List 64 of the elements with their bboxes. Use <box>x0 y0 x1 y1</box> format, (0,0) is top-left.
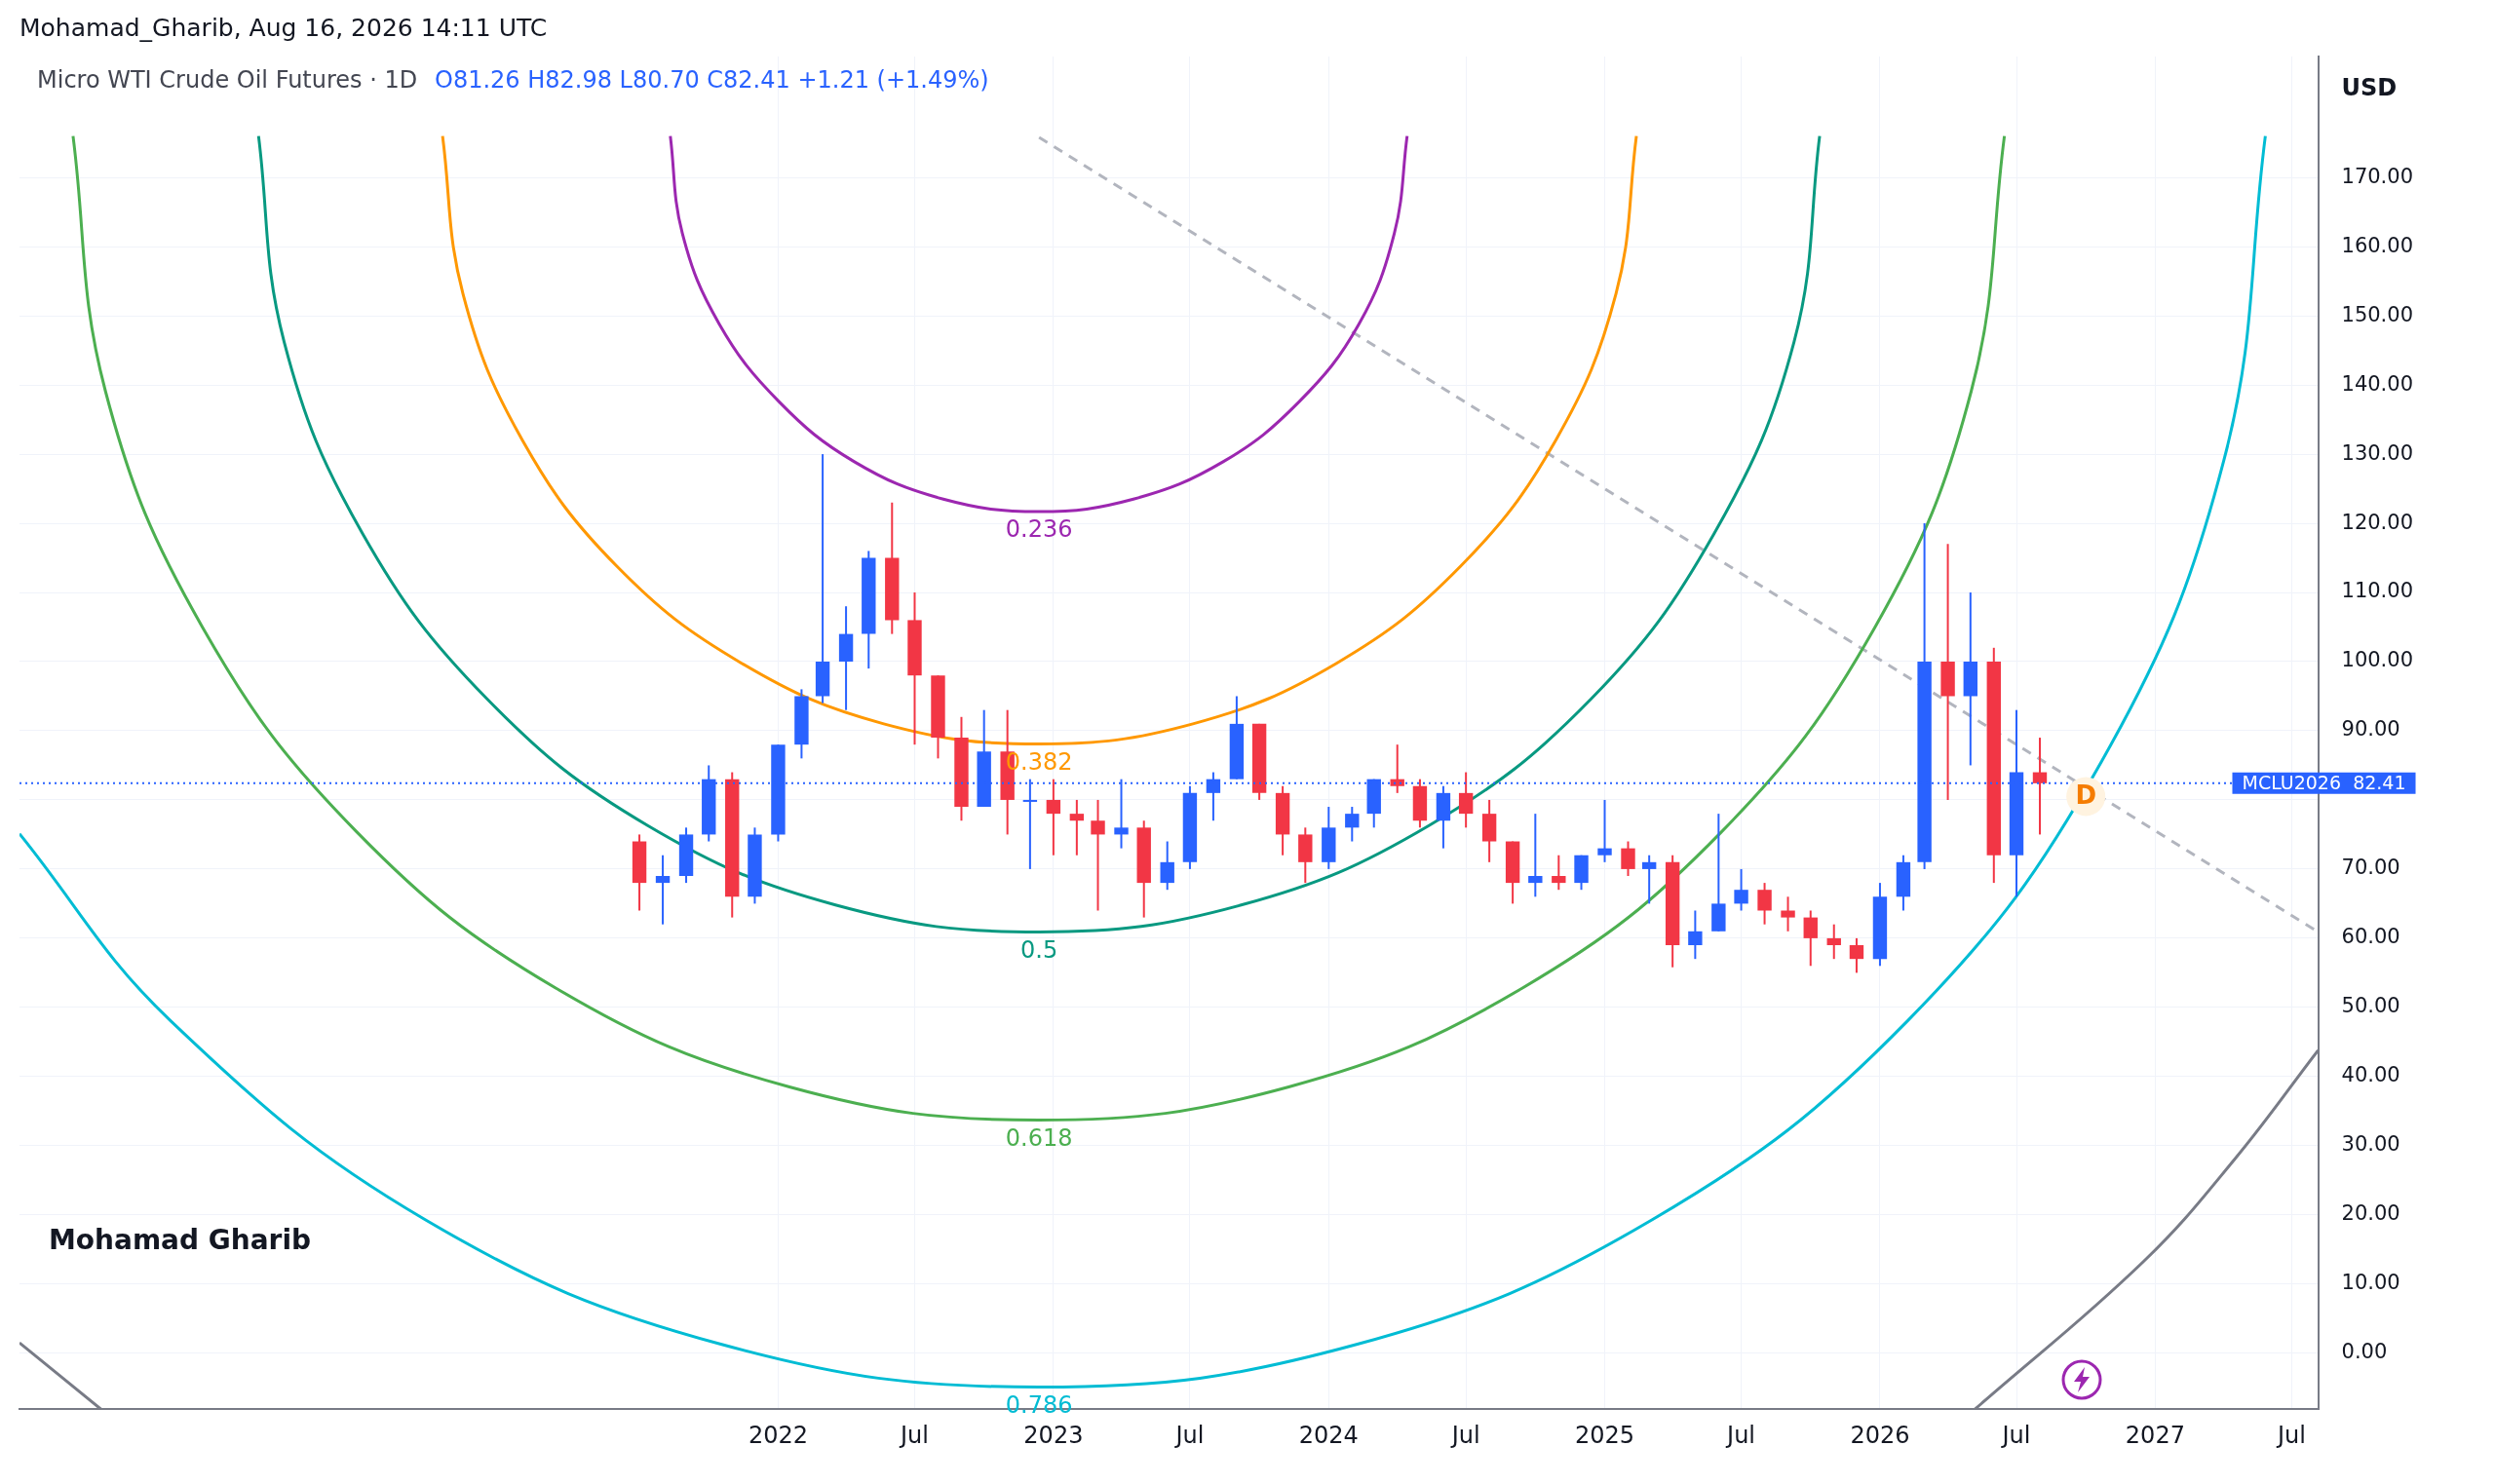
y-tick-label: 130.00 <box>2341 440 2413 465</box>
y-tick-label: 40.00 <box>2341 1063 2400 1087</box>
candlestick <box>1552 854 1566 892</box>
candlestick <box>655 854 671 926</box>
y-tick-label: 90.00 <box>2341 717 2400 742</box>
y-tick-label: 60.00 <box>2341 925 2400 949</box>
x-tick-label: 2023 <box>1023 1421 1084 1449</box>
line-series <box>256 134 1822 933</box>
x-tick-label: Jul <box>899 1421 929 1449</box>
text: Mohamad_Gharib, Aug 16, 2026 14:11 UTC <box>19 14 548 42</box>
x-tick-label: Jul <box>1449 1421 1480 1449</box>
x-tick-label: Jul <box>1173 1421 1205 1449</box>
annotation: D <box>2075 780 2096 811</box>
series-label: 0.786 <box>1005 1390 1073 1419</box>
chart-subtitle: O81.26 H82.98 L80.70 C82.41 +1.21 (+1.49%) <box>435 66 989 94</box>
y-tick-label: 0.00 <box>2341 1340 2388 1364</box>
y-tick-label: 20.00 <box>2341 1201 2400 1226</box>
x-tick-label: 2027 <box>2125 1421 2185 1449</box>
candlestick <box>1091 798 1105 912</box>
y-tick-label: 50.00 <box>2341 994 2400 1018</box>
candlestick <box>1046 778 1061 856</box>
candlestick <box>1849 936 1864 974</box>
candlestick <box>1826 923 1841 961</box>
candlestick <box>1458 771 1474 829</box>
x-tick-label: 2024 <box>1298 1421 1359 1449</box>
candlestick <box>1528 813 1543 898</box>
candlestick <box>1734 867 1748 912</box>
y-axis-title: USD <box>2341 74 2398 101</box>
y-tick-label: 30.00 <box>2341 1132 2400 1157</box>
candlestick <box>1621 840 1635 878</box>
candlestick <box>1641 854 1657 905</box>
candlestick <box>1160 840 1174 892</box>
candlestick <box>1803 909 1818 968</box>
candlestick <box>2032 737 2048 836</box>
y-tick-label: 160.00 <box>2341 233 2413 257</box>
ref-line-label: MCLU2026 82.41 <box>2242 771 2406 793</box>
series-label: 0.5 <box>1020 935 1058 964</box>
y-tick-label: 120.00 <box>2341 510 2413 534</box>
x-tick-label: Jul <box>2275 1421 2306 1449</box>
line-series <box>669 134 1409 514</box>
chart-title: Micro WTI Crude Oil Futures · 1D <box>37 66 418 94</box>
candlestick <box>1688 909 1703 961</box>
line-series <box>71 134 2007 1123</box>
candlestick <box>1069 798 1085 856</box>
candlestick <box>1781 895 1795 932</box>
y-tick-label: 110.00 <box>2341 579 2413 603</box>
annotation: Mohamad Gharib <box>49 1224 312 1257</box>
x-tick-label: 2025 <box>1574 1421 1635 1449</box>
candlestick <box>1345 806 1360 843</box>
line-series <box>441 134 1638 745</box>
x-tick-label: Jul <box>2000 1421 2031 1449</box>
y-tick-label: 100.00 <box>2341 648 2413 672</box>
y-tick-label: 170.00 <box>2341 164 2413 188</box>
candlestick <box>1757 882 1772 926</box>
x-tick-label: 2026 <box>1850 1421 1910 1449</box>
y-tick-label: 140.00 <box>2341 371 2413 396</box>
series-label: 0.236 <box>1005 515 1073 544</box>
y-tick-label: 150.00 <box>2341 302 2413 326</box>
y-tick-label: 10.00 <box>2341 1271 2400 1295</box>
x-tick-label: Jul <box>1725 1421 1756 1449</box>
x-tick-label: 2022 <box>748 1421 808 1449</box>
series-label: 0.618 <box>1005 1123 1073 1152</box>
candlestick <box>1597 798 1612 863</box>
y-tick-label: 70.00 <box>2341 856 2400 880</box>
